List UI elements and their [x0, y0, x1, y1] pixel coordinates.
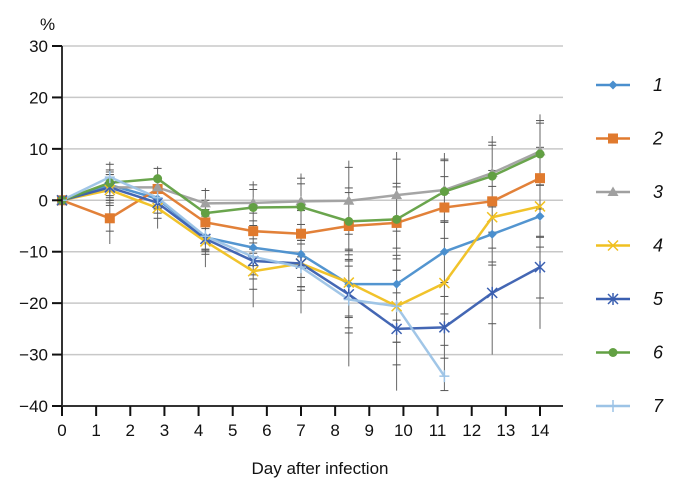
- data-point-series-5: [534, 261, 546, 274]
- data-point-series-6: [535, 149, 545, 159]
- data-point-series-7: [296, 261, 306, 274]
- data-point-series-2: [487, 196, 498, 207]
- data-point-series-3: [152, 181, 164, 192]
- data-point-series-2: [104, 213, 115, 224]
- x-tick-label: 1: [91, 421, 100, 440]
- data-point-series-1: [487, 229, 497, 239]
- legend-label: 1: [653, 75, 663, 95]
- x-tick-label: 4: [194, 421, 203, 440]
- legend-label: 5: [653, 289, 664, 309]
- data-point-series-2: [200, 217, 211, 228]
- y-tick-label: −30: [19, 346, 48, 365]
- data-point-series-6: [344, 216, 354, 226]
- data-point-series-1: [296, 249, 306, 259]
- x-tick-label: 2: [126, 421, 135, 440]
- y-tick-label: 0: [39, 191, 48, 210]
- legend-marker: [607, 239, 619, 252]
- legend-label: 4: [653, 236, 663, 256]
- x-tick-label: 5: [228, 421, 237, 440]
- data-point-series-5: [486, 286, 498, 299]
- data-point-series-6: [248, 202, 258, 212]
- y-tick-label: 20: [29, 88, 48, 107]
- x-tick-label: 10: [394, 421, 413, 440]
- x-axis-title: Day after infection: [251, 459, 388, 478]
- legend-marker: [607, 293, 619, 305]
- x-tick-label: 0: [57, 421, 66, 440]
- data-point-series-6: [200, 208, 210, 218]
- x-tick-label: 3: [160, 421, 169, 440]
- legend: 1 2 3 4 5 6 7: [596, 75, 664, 416]
- x-tick-label: 9: [365, 421, 374, 440]
- data-point-series-7: [200, 230, 211, 243]
- data-point-series-6: [439, 187, 449, 197]
- series-markers: [56, 145, 546, 383]
- data-point-series-6: [296, 202, 306, 212]
- legend-item-5: 5: [596, 289, 664, 309]
- data-point-series-1: [344, 279, 354, 289]
- legend-marker: [608, 348, 618, 357]
- data-point-series-3: [295, 195, 307, 206]
- data-point-series-6: [153, 174, 163, 184]
- legend-marker: [607, 186, 619, 196]
- error-bars: [105, 114, 544, 392]
- axes: [52, 45, 563, 416]
- data-point-series-7: [152, 191, 163, 204]
- x-tick-label: 7: [296, 421, 305, 440]
- y-tick-label: −20: [19, 294, 48, 313]
- data-point-series-7: [391, 300, 402, 313]
- y-axis-title: %: [40, 15, 55, 34]
- data-point-series-4: [247, 265, 259, 277]
- y-tick-label: −40: [19, 397, 48, 416]
- legend-item-3: 3: [596, 182, 663, 202]
- y-tick-label: 10: [29, 140, 48, 159]
- x-tick-label: 12: [462, 421, 481, 440]
- x-tick-label: 8: [330, 421, 339, 440]
- data-point-series-2: [343, 221, 354, 231]
- legend-marker: [608, 80, 618, 90]
- data-point-series-7: [104, 171, 115, 184]
- legend-label: 3: [653, 182, 663, 202]
- data-point-series-4: [438, 277, 450, 289]
- x-tick-label: 14: [531, 421, 550, 440]
- data-point-series-1: [439, 247, 449, 257]
- data-point-series-6: [392, 214, 402, 224]
- data-point-series-1: [535, 211, 545, 221]
- data-point-series-3: [343, 195, 355, 205]
- data-point-series-4: [486, 211, 498, 223]
- data-point-series-2: [439, 202, 450, 213]
- data-point-series-4: [343, 277, 355, 289]
- x-tick-label: 6: [262, 421, 271, 440]
- data-point-series-6: [487, 171, 497, 181]
- data-point-series-1: [392, 279, 402, 289]
- data-point-series-2: [248, 226, 259, 237]
- data-point-series-5: [438, 321, 450, 334]
- legend-item-7: 7: [596, 396, 664, 416]
- data-point-series-2: [535, 173, 545, 184]
- y-tick-label: 30: [29, 37, 48, 56]
- data-point-series-2: [296, 228, 306, 239]
- y-tick-label: −10: [19, 243, 48, 262]
- legend-item-2: 2: [596, 129, 663, 149]
- legend-label: 7: [653, 396, 664, 416]
- legend-label: 2: [652, 129, 663, 149]
- legend-item-6: 6: [596, 343, 664, 363]
- data-point-series-4: [534, 200, 546, 212]
- data-point-series-3: [391, 189, 403, 200]
- data-point-series-5: [391, 322, 403, 335]
- data-point-series-7: [248, 250, 259, 263]
- legend-marker: [608, 400, 618, 412]
- legend-item-4: 4: [596, 236, 663, 256]
- data-point-series-7: [439, 370, 450, 383]
- x-tick-label: 11: [429, 421, 447, 440]
- legend-label: 6: [653, 343, 664, 363]
- legend-marker: [608, 133, 618, 144]
- legend-item-1: 1: [596, 75, 663, 95]
- x-tick-label: 13: [496, 421, 515, 440]
- data-point-series-3: [199, 197, 211, 208]
- gridlines: [62, 45, 563, 356]
- data-point-series-7: [343, 293, 354, 306]
- data-point-series-1: [248, 243, 258, 253]
